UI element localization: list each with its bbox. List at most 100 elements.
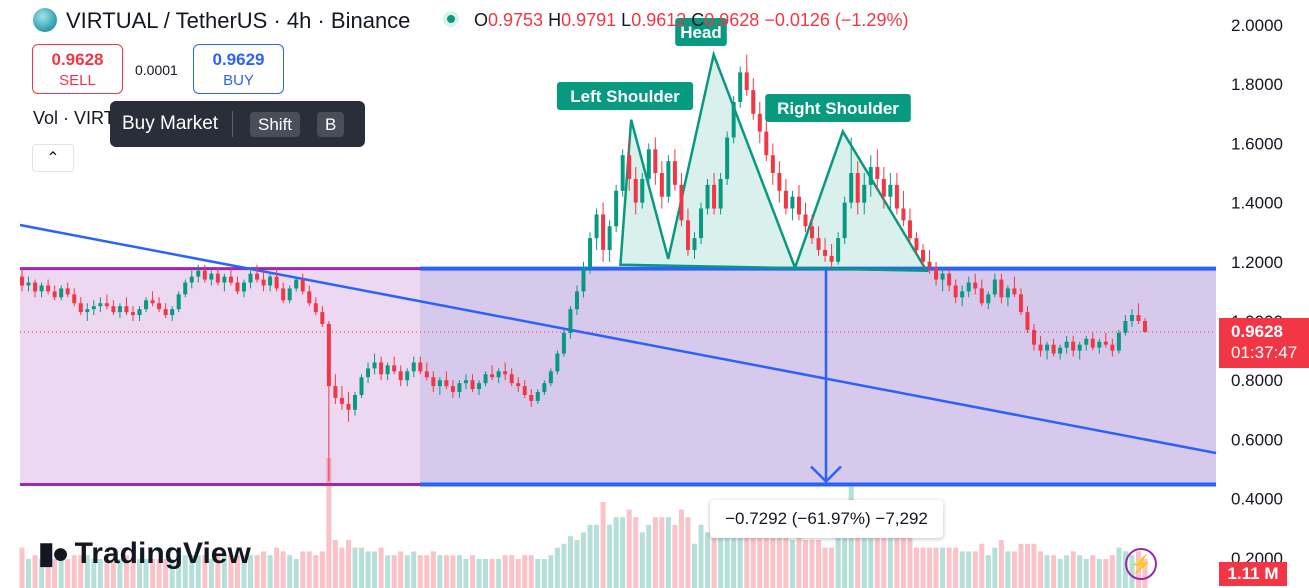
head-label: Head xyxy=(680,23,722,42)
candle-body xyxy=(927,261,932,268)
volume-bar xyxy=(215,555,221,588)
volume-bar xyxy=(594,524,600,588)
volume-bar xyxy=(554,547,560,588)
volume-bar xyxy=(221,555,227,588)
candle-body xyxy=(646,149,651,179)
volume-bar xyxy=(678,509,684,588)
candle-body xyxy=(783,190,788,209)
volume-bar xyxy=(182,555,188,588)
candle-body xyxy=(855,173,860,203)
volume-bar xyxy=(404,555,410,588)
symbol-title[interactable]: VIRTUAL / TetherUS · 4h · Binance xyxy=(66,8,411,33)
volume-bar xyxy=(816,540,822,588)
volume-bar xyxy=(489,559,495,588)
candle-body xyxy=(1025,312,1030,330)
head-and-shoulders-pattern xyxy=(619,50,929,272)
lightning-icon[interactable]: ⚡ xyxy=(1125,548,1157,580)
candle-body xyxy=(940,273,945,280)
volume-bar xyxy=(783,532,789,588)
candle-body xyxy=(516,383,521,387)
candle-body xyxy=(849,173,854,203)
volume-bar xyxy=(32,555,38,588)
high-label: H xyxy=(548,10,562,30)
candle-body xyxy=(1090,338,1095,348)
candle-body xyxy=(1084,338,1089,345)
candle-body xyxy=(111,306,116,313)
buy-button[interactable]: 0.9629 BUY xyxy=(193,44,284,94)
candle-body xyxy=(418,362,423,372)
volume-bar xyxy=(1109,555,1115,588)
volume-bar xyxy=(548,555,554,588)
candle-body xyxy=(144,300,149,310)
volume-bar xyxy=(1031,543,1037,588)
candle-body xyxy=(934,267,939,280)
volume-bar xyxy=(652,517,658,588)
bar-countdown: 01:37:47 xyxy=(1231,343,1298,362)
volume-bar xyxy=(894,524,900,588)
volume-bar xyxy=(581,532,586,588)
volume-bar xyxy=(561,543,567,588)
candle-body xyxy=(117,306,122,313)
volume-bar xyxy=(26,559,32,588)
price-tick-label: 1.6000 xyxy=(1231,134,1283,153)
candle-body xyxy=(503,371,508,375)
volume-bar xyxy=(352,547,358,588)
candle-body xyxy=(170,309,175,316)
candle-body xyxy=(620,155,625,191)
candle-body xyxy=(163,309,168,316)
volume-bar xyxy=(718,524,724,588)
candle-body xyxy=(91,306,96,310)
volume-bar xyxy=(91,559,97,588)
close-label: C xyxy=(691,10,705,30)
volume-bar xyxy=(998,540,1004,588)
candle-body xyxy=(241,282,246,292)
candle-body xyxy=(320,312,325,324)
candle-body xyxy=(692,238,697,250)
candle-body xyxy=(1058,347,1063,354)
volume-bar xyxy=(685,517,691,588)
candle-body xyxy=(594,214,599,239)
buy-price: 0.9629 xyxy=(212,50,265,69)
candle-body xyxy=(555,353,560,372)
candle-body xyxy=(640,178,645,203)
volume-bar xyxy=(117,559,123,588)
volume-bar xyxy=(234,555,240,588)
price-tick-label: 0.4000 xyxy=(1231,490,1283,509)
candle-body xyxy=(196,270,201,277)
volume-bar xyxy=(123,555,129,588)
volume-bar xyxy=(97,559,103,588)
volume-bar xyxy=(535,559,541,588)
candle-body xyxy=(411,362,416,372)
volume-bar xyxy=(835,536,841,588)
volume-bar xyxy=(287,555,293,588)
collapse-legend-button[interactable]: ⌃ xyxy=(32,144,74,172)
volume-bar xyxy=(254,555,260,588)
volume-bar xyxy=(626,509,632,588)
head-label-box xyxy=(675,18,727,46)
ohlc-legend: O0.9753 H0.9791 L0.9612 C0.9628 −0.0126 … xyxy=(474,10,908,31)
candle-body xyxy=(836,238,841,262)
volume-bar xyxy=(691,543,697,588)
candle-body xyxy=(770,155,775,173)
shortcut-key-b: B xyxy=(317,112,345,137)
volume-bar xyxy=(509,555,515,588)
sell-button[interactable]: 0.9628 SELL xyxy=(32,44,123,94)
volume-bar xyxy=(822,547,828,588)
volume-bar xyxy=(267,555,273,588)
candle-body xyxy=(26,282,31,286)
candle-body xyxy=(888,184,893,197)
open-value: 0.9753 xyxy=(488,10,544,30)
candle-body xyxy=(685,220,690,250)
sell-price: 0.9628 xyxy=(51,50,104,69)
volume-legend[interactable]: Vol · VIRT xyxy=(33,108,115,128)
volume-bar xyxy=(424,555,430,588)
candle-body xyxy=(1005,288,1010,298)
price-tick-label: 1.2000 xyxy=(1231,253,1283,272)
volume-bar xyxy=(1005,551,1011,588)
candle-body xyxy=(124,306,129,313)
candle-body xyxy=(816,238,821,250)
volume-bar xyxy=(476,559,482,588)
volume-bar xyxy=(300,551,306,588)
candle-body xyxy=(842,202,847,239)
